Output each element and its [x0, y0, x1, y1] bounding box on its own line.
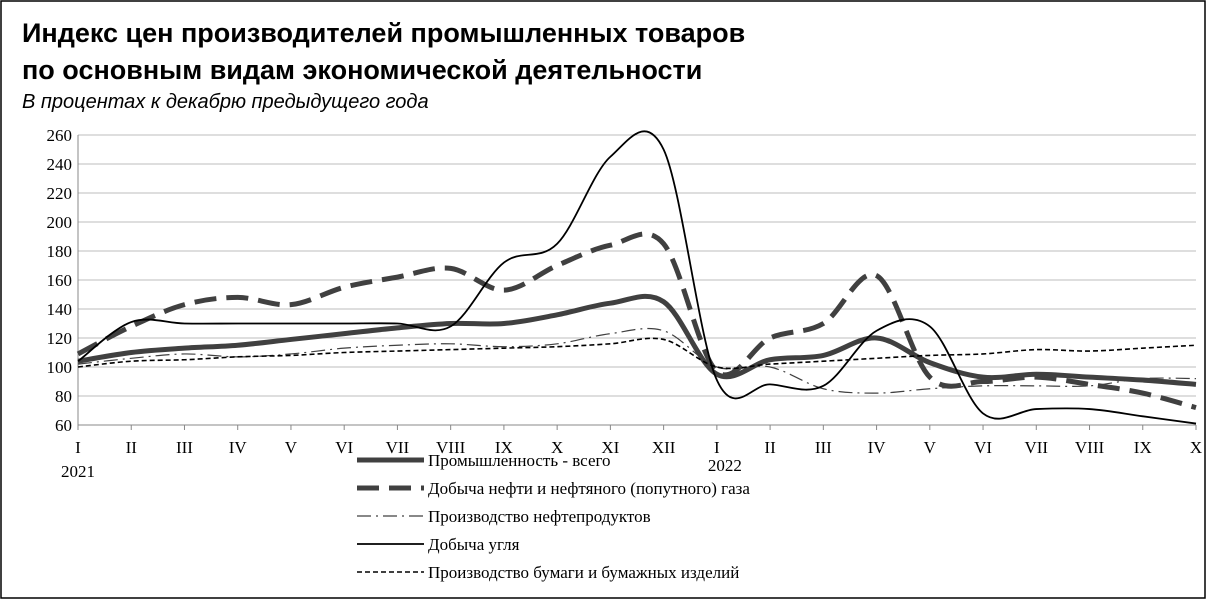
x-tick-label: II: [126, 438, 138, 457]
x-tick-label: VII: [1024, 438, 1048, 457]
legend-label: Производство нефтепродуктов: [428, 507, 651, 526]
x-tick-label: X: [1190, 438, 1202, 457]
chart-title: Индекс цен производителей промышленных т…: [22, 18, 745, 48]
y-tick-label: 100: [47, 358, 73, 377]
x-tick-label: II: [764, 438, 776, 457]
x-tick-label: VII: [386, 438, 410, 457]
x-tick-label: X: [551, 438, 563, 457]
series-line: [77, 293, 1197, 387]
legend-label: Промышленность - всего: [428, 451, 611, 470]
x-tick-label: IV: [229, 438, 248, 457]
y-tick-label: 80: [55, 387, 72, 406]
x-tick-label: XII: [652, 438, 676, 457]
y-tick-label: 260: [47, 126, 73, 145]
x-tick-label: VI: [335, 438, 353, 457]
y-tick-label: 120: [47, 329, 73, 348]
x-tick-label: IX: [1134, 438, 1152, 457]
y-tick-label: 160: [47, 271, 73, 290]
x-tick-label: XI: [601, 438, 619, 457]
y-tick-label: 180: [47, 242, 73, 261]
y-tick-label: 60: [55, 416, 72, 435]
x-tick-label: IX: [495, 438, 513, 457]
y-tick-label: 140: [47, 300, 73, 319]
y-tick-label: 220: [47, 184, 73, 203]
x-tick-label: I: [714, 438, 720, 457]
chart-subtitle: В процентах к декабрю предыдущего года: [22, 91, 429, 113]
y-tick-label: 200: [47, 213, 73, 232]
series-line: [77, 337, 1197, 370]
year-label: 2021: [61, 462, 95, 481]
x-tick-label: V: [924, 438, 937, 457]
x-tick-label: I: [75, 438, 81, 457]
series-line: [77, 130, 1197, 425]
chart-title: по основным видам экономической деятельн…: [22, 55, 702, 85]
legend-label: Производство бумаги и бумажных изделий: [428, 563, 739, 582]
x-tick-label: IV: [868, 438, 887, 457]
x-tick-label: III: [176, 438, 193, 457]
x-tick-label: VIII: [1075, 438, 1105, 457]
x-tick-label: VIII: [436, 438, 466, 457]
legend-label: Добыча нефти и нефтяного (попутного) газ…: [428, 479, 750, 498]
series-line: [76, 231, 1197, 411]
y-tick-label: 240: [47, 155, 73, 174]
x-tick-label: V: [285, 438, 298, 457]
year-label: 2022: [708, 456, 742, 475]
x-tick-label: III: [815, 438, 832, 457]
legend-label: Добыча угля: [428, 535, 520, 554]
x-tick-label: VI: [974, 438, 992, 457]
